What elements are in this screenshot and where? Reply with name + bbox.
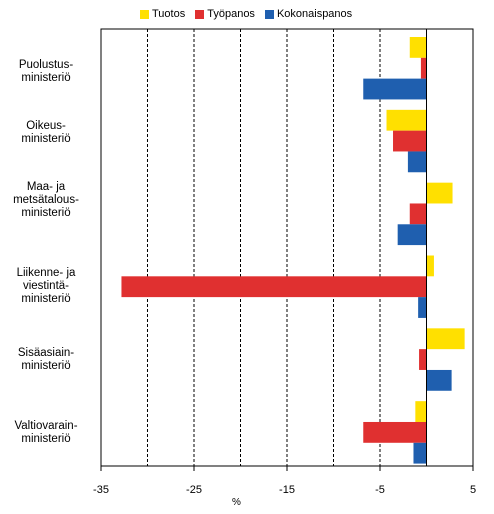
bar-typanos [419,349,427,370]
bar-typanos [409,203,427,225]
category-label-liikenne-viestinta: Liikenne- ja viestintä- ministeriö [16,267,76,305]
legend-swatch-tuotos [140,9,149,19]
legend-item-kokonaispanos: Kokonaispanos [264,8,353,20]
legend: Tuotos Työpanos Kokonaispanos [140,8,352,20]
category-label-puolustus: Puolustus- ministeriö [18,59,74,84]
bar-tuotos [426,328,465,350]
bar-typanos [420,57,427,79]
bar-typanos [363,421,427,443]
legend-label-kokonaispanos: Kokonaispanos [276,8,353,20]
legend-item-tyopanos: Työpanos [195,8,255,20]
bar-tuotos [386,109,427,131]
category-label-maa-metsatalous: Maa- ja metsätalous- ministeriö [13,181,79,219]
legend-swatch-kokonaispanos [264,9,274,19]
bar-tuotos [415,401,427,422]
x-tick-label: -5 [375,484,385,496]
bar-kokonaispanos [418,297,427,318]
x-tick-label: -25 [186,484,202,496]
bar-typanos [121,276,427,298]
bar-tuotos [426,255,434,277]
bar-typanos [393,130,427,152]
x-tick-label: -15 [279,484,295,496]
bar-kokonaispanos [397,224,427,246]
bar-kokonaispanos [426,369,452,391]
bar-kokonaispanos [363,78,427,100]
category-label-oikeus: Oikeus- ministeriö [21,120,71,145]
bar-tuotos [409,37,427,58]
category-label-sisaasiain: Sisäasiain- ministeriö [17,347,75,372]
legend-swatch-tyopanos [195,9,205,19]
bar-kokonaispanos [407,151,427,173]
legend-label-tyopanos: Työpanos [207,8,255,20]
bar-tuotos [426,182,453,204]
category-label-valtiovarain: Valtiovarain- ministeriö [14,420,78,445]
legend-label-tuotos: Tuotos [152,8,186,20]
x-tick-label: 5 [469,484,477,496]
x-tick-label: -35 [93,484,109,496]
bar-kokonaispanos [413,442,427,464]
legend-item-tuotos: Tuotos [140,8,185,20]
x-axis-unit-label: % [232,497,241,508]
